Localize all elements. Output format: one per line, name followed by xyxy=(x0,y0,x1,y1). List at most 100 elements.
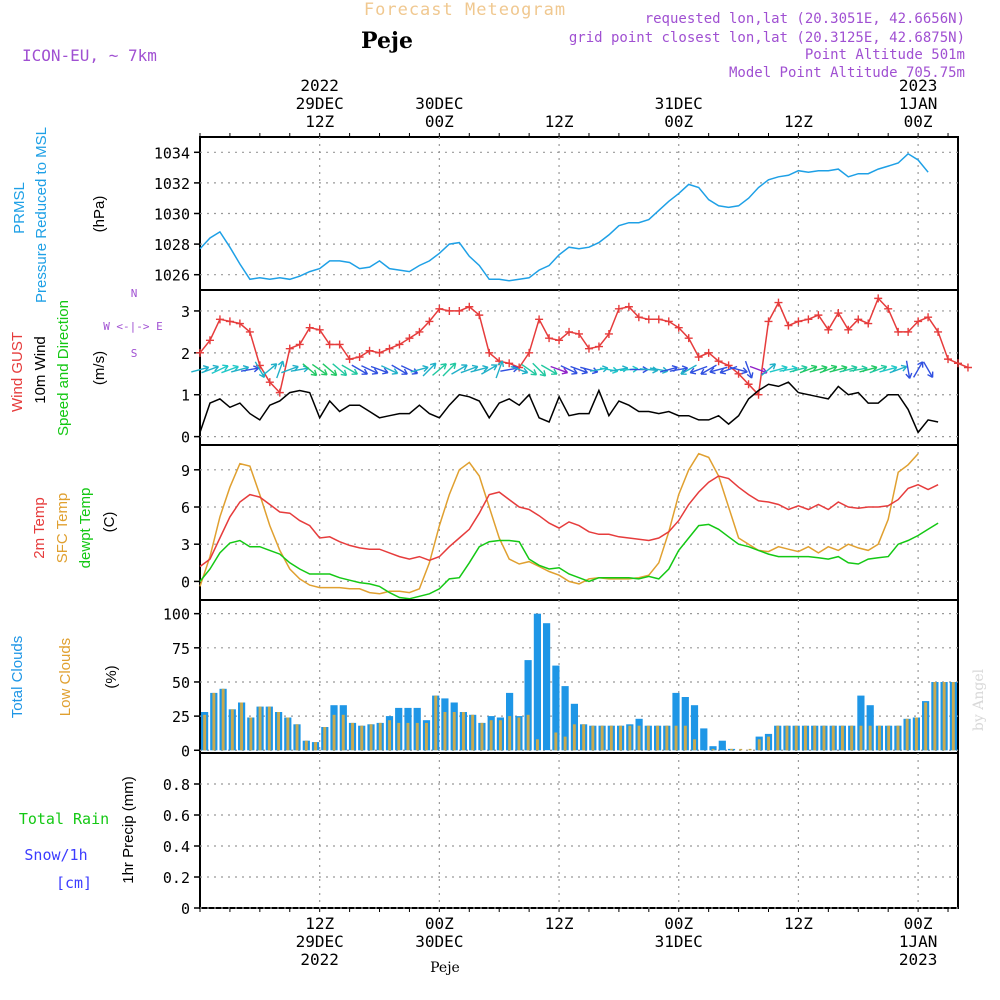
low-cloud-bar xyxy=(277,712,280,751)
time-label: 00Z xyxy=(904,112,933,131)
temp-ytick-label: 3 xyxy=(181,536,190,554)
wind-arrow-shaft xyxy=(829,366,848,373)
wind-arrow-head xyxy=(680,368,687,375)
gust-line-point xyxy=(505,359,514,368)
wind-arrow-head xyxy=(382,367,389,375)
wind-arrow-head xyxy=(277,360,285,368)
total-clouds-label: Total Clouds xyxy=(9,636,26,719)
t2m-line xyxy=(199,475,939,568)
meteogram-title: Forecast Meteogram xyxy=(364,0,566,20)
credit: by Angel xyxy=(971,668,987,731)
low-cloud-bar xyxy=(536,739,539,751)
temp-ytick-label: 6 xyxy=(181,499,190,517)
wind-arrow xyxy=(370,365,389,375)
low-cloud-bar xyxy=(203,714,207,751)
wind-arrow xyxy=(410,364,429,373)
time-label: 2022 xyxy=(300,950,339,969)
wind-arrow-head xyxy=(429,362,437,370)
low-cloud-bar xyxy=(600,725,604,751)
pressure-ytick-label: 1032 xyxy=(154,175,190,193)
low-cloud-bar xyxy=(499,720,502,751)
wind-arrow xyxy=(201,364,220,374)
gust-line-point xyxy=(884,304,893,313)
gust-line-point xyxy=(395,340,404,349)
precip-frame xyxy=(199,752,959,909)
gust-line-point xyxy=(365,346,374,355)
gust-line-point xyxy=(714,357,723,366)
gust-line-point xyxy=(854,315,863,324)
low-cloud-bar xyxy=(757,739,761,751)
low-cloud-bar xyxy=(822,725,826,751)
temp-panel-labels: 2m Temp SFC Temp dewpt Temp (C) xyxy=(31,488,118,569)
dewpt-line xyxy=(199,522,939,600)
wind-panel: 0 1 2 3 xyxy=(181,289,972,447)
low-cloud-bar xyxy=(360,725,364,751)
wind-arrow-shaft xyxy=(442,362,457,377)
model-altitude: Model Point Altitude 705.75m xyxy=(729,65,965,81)
gust-line-point xyxy=(744,380,753,389)
wind-arrow-head xyxy=(253,365,260,373)
wind-arrow-shaft xyxy=(609,367,628,372)
wind-arrow-shaft xyxy=(422,362,437,377)
precip-ytick-label: 0.6 xyxy=(163,807,190,825)
wind-arrow xyxy=(761,363,777,376)
compass-we: W <-|-> E xyxy=(103,320,163,333)
gust-line-point xyxy=(844,325,853,334)
wind-arrow-shaft xyxy=(332,363,347,376)
clouds-unit: (%) xyxy=(103,665,120,688)
gust-line-point xyxy=(275,388,284,397)
wind-arrow-shaft xyxy=(231,366,249,373)
gust-line-point xyxy=(754,390,763,399)
gust-line-point xyxy=(575,329,583,338)
gust-line-point xyxy=(874,294,883,303)
wind-arrow-head xyxy=(391,368,399,375)
wind-arrow xyxy=(905,360,913,379)
wind-arrow-head xyxy=(900,364,908,372)
wind-arrow-head xyxy=(741,367,748,375)
low-cloud-bar xyxy=(609,725,613,751)
low-cloud-bar xyxy=(554,732,558,751)
sfc-temp-line xyxy=(199,452,919,595)
gust-line-point xyxy=(345,355,354,364)
wind-arrow-shaft xyxy=(769,366,788,373)
precip-panel: 0 0.2 0.4 0.6 0.8 xyxy=(163,752,959,918)
low-cloud-bar xyxy=(572,724,576,751)
wind-arrow-head xyxy=(321,369,328,376)
gust-line-point xyxy=(435,304,444,313)
wind-arrow-shaft xyxy=(905,360,911,379)
gust-line-point xyxy=(525,348,534,357)
precip-panel-labels: Total Rain Snow/1h [cm] 1hr Precip (mm) xyxy=(19,776,137,892)
wind-arrow-shaft xyxy=(869,365,887,374)
time-label: 00Z xyxy=(664,914,693,933)
wind-arrow-shaft xyxy=(521,363,537,376)
precip-ytick-label: 0.8 xyxy=(163,776,190,794)
wind-arrow-shaft xyxy=(276,360,284,379)
low-cloud-bar xyxy=(637,725,641,751)
gust-line-point xyxy=(664,317,673,326)
low-cloud-bar xyxy=(674,725,678,751)
wind-arrow xyxy=(521,363,538,376)
wind-arrow xyxy=(391,364,408,375)
low-cloud-bar xyxy=(748,748,752,751)
low-cloud-bar xyxy=(563,736,567,751)
wind-arrow-head xyxy=(681,365,689,373)
gust-line-point xyxy=(694,353,703,362)
time-label: 31DEC xyxy=(655,94,703,113)
wind-arrow-shaft xyxy=(262,363,278,376)
low-cloud-bar xyxy=(314,742,317,751)
wind-arrow-shaft xyxy=(532,362,546,377)
wind-arrow-shaft xyxy=(481,364,498,375)
gust-line-point xyxy=(594,342,603,351)
gust-line-point xyxy=(325,340,334,349)
low-cloud-bar xyxy=(859,725,863,751)
precip-ytick-label: 0.2 xyxy=(163,869,190,887)
time-label: 30DEC xyxy=(415,94,463,113)
wind-arrow-head xyxy=(340,369,348,377)
gust-line-point xyxy=(225,317,234,326)
gust-line-point xyxy=(904,327,913,336)
pressure-label: Pressure Reduced to MSL xyxy=(33,127,50,303)
low-cloud-bar xyxy=(646,725,650,751)
low-cloud-bar xyxy=(258,706,262,751)
low-cloud-bar xyxy=(905,718,909,751)
gust-line-point xyxy=(455,306,464,315)
